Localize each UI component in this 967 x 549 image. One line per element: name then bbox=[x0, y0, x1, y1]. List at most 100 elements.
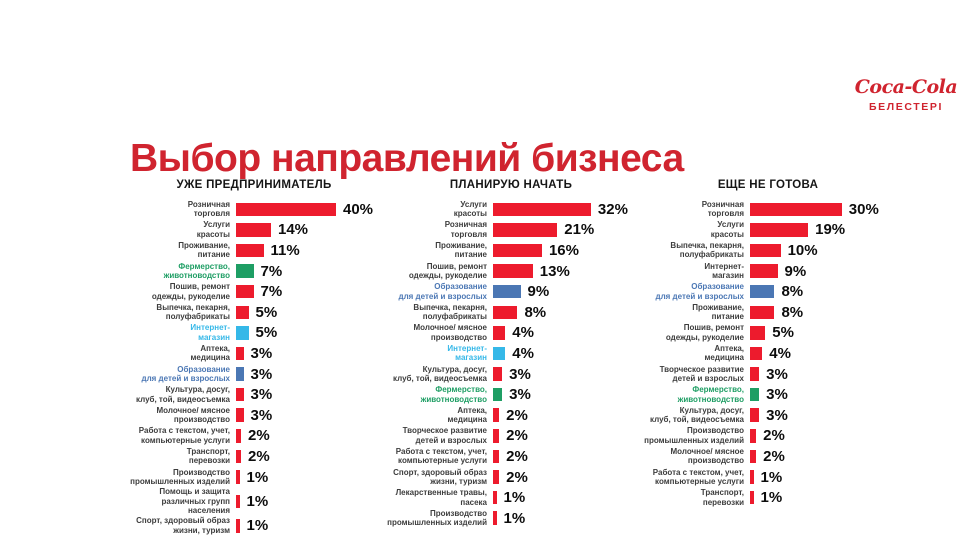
category-label: Лекарственные травы, пасека bbox=[395, 488, 487, 507]
category-label: Культура, досуг, клуб, той, видеосъемка bbox=[135, 385, 230, 404]
chart-row: Аптека, медицина 3% bbox=[124, 343, 392, 364]
value-label: 3% bbox=[250, 344, 273, 362]
category-label: Молочное/ мясное производство bbox=[670, 446, 744, 466]
value-label: 3% bbox=[509, 365, 531, 383]
chart-row: Пошив, ремонт одежды, рукоделие 7% bbox=[124, 281, 392, 302]
value-label: 10% bbox=[787, 241, 818, 259]
value-label: 30% bbox=[848, 200, 879, 218]
value-label: 3% bbox=[766, 365, 788, 383]
chart-row: Интернет- магазин 5% bbox=[124, 323, 392, 344]
chart-row: Интернет- магазин 4% bbox=[381, 343, 649, 364]
panel-title: УЖЕ ПРЕДПРИНИМАТЕЛЬ bbox=[176, 179, 332, 191]
bar bbox=[236, 243, 264, 258]
bar bbox=[236, 519, 240, 533]
bar bbox=[493, 202, 591, 217]
category-label: Проживание, питание bbox=[435, 241, 487, 260]
chart-row: Проживание, питание 11% bbox=[124, 240, 392, 261]
chart-row: Розничная торговля 21% bbox=[381, 220, 649, 241]
category-label: Аптека, медицина bbox=[447, 405, 487, 425]
bar bbox=[750, 470, 754, 484]
bar bbox=[493, 449, 500, 464]
chart-row: Работа с текстом, учет, компьютерные усл… bbox=[124, 426, 392, 447]
bar bbox=[750, 223, 809, 237]
value-label: 3% bbox=[766, 386, 788, 404]
category-label: Молочное/ мясное производство bbox=[413, 323, 487, 342]
value-label: 2% bbox=[506, 468, 528, 486]
value-label: 3% bbox=[766, 406, 788, 424]
panel-title: ЕЩЕ НЕ ГОТОВА bbox=[717, 179, 819, 191]
bar bbox=[750, 346, 763, 361]
category-label: Спорт, здоровый образ жизни, туризм bbox=[136, 516, 230, 535]
chart-row: Фермерство, животноводство 3% bbox=[638, 384, 906, 405]
value-label: 32% bbox=[597, 200, 628, 218]
bar bbox=[493, 284, 521, 299]
bar bbox=[750, 326, 766, 340]
category-label: Аптека, медицина bbox=[704, 344, 744, 363]
chart-row: Пошив, ремонт одежды, рукоделие 13% bbox=[381, 261, 649, 282]
value-label: 2% bbox=[248, 427, 270, 445]
bar bbox=[236, 494, 240, 509]
chart-row: Аптека, медицина 2% bbox=[381, 405, 649, 426]
category-label: Культура, досуг, клуб, той, видеосъемка bbox=[392, 364, 487, 384]
chart-panel-already-entrepreneur: УЖЕ ПРЕДПРИНИМАТЕЛЬ Розничная торговля 40… bbox=[124, 179, 392, 536]
value-label: 3% bbox=[250, 386, 273, 404]
chart-row: Работа с текстом, учет, компьютерные усл… bbox=[638, 467, 906, 488]
chart-row: Производство промышленных изделий 1% bbox=[124, 467, 392, 488]
bar bbox=[236, 408, 244, 422]
value-label: 1% bbox=[760, 489, 783, 507]
category-label: Культура, досуг, клуб, той, видеосъемка bbox=[649, 405, 744, 425]
chart-row: Молочное/ мясное производство 4% bbox=[381, 323, 649, 344]
category-label: Работа с текстом, учет, компьютерные усл… bbox=[395, 446, 487, 466]
value-label: 5% bbox=[255, 324, 278, 342]
category-label: Проживание, питание bbox=[178, 241, 230, 260]
bar bbox=[493, 367, 503, 381]
category-label: Производство промышленных изделий bbox=[644, 426, 744, 445]
bar bbox=[493, 264, 533, 278]
chart-row: Образование для детей и взрослых 3% bbox=[124, 364, 392, 385]
chart-row: Услуги красоты 14% bbox=[124, 220, 392, 241]
value-label: 1% bbox=[246, 492, 269, 510]
chart-row: Фермерство, животноводство 7% bbox=[124, 261, 392, 282]
category-label: Транспорт, перевозки bbox=[186, 446, 230, 466]
value-label: 4% bbox=[512, 344, 534, 362]
chart-row: Молочное/ мясное производство 3% bbox=[124, 405, 392, 426]
category-label: Аптека, медицина bbox=[190, 344, 230, 363]
value-label: 7% bbox=[260, 262, 283, 280]
bar bbox=[750, 202, 842, 217]
chart-panel-planning-to-start: ПЛАНИРУЮ НАЧАТЬ Услуги красоты 32% Розничн… bbox=[381, 179, 649, 529]
value-label: 16% bbox=[548, 241, 579, 259]
bar bbox=[236, 429, 241, 443]
bar bbox=[750, 387, 760, 402]
bar-rows: Розничная торговля 30% Услуги красоты 19% Вы… bbox=[638, 199, 906, 508]
category-label: Фермерство, животноводство bbox=[677, 385, 744, 404]
bar bbox=[493, 243, 542, 258]
bar bbox=[493, 429, 500, 443]
category-label: Розничная торговля bbox=[444, 220, 487, 239]
value-label: 7% bbox=[260, 283, 283, 301]
category-label: Фермерство, животноводство bbox=[163, 261, 230, 281]
category-label: Помощь и защита различных групп населени… bbox=[159, 487, 230, 516]
category-label: Услуги красоты bbox=[453, 199, 487, 219]
bar bbox=[750, 264, 778, 278]
category-label: Образование для детей и взрослых bbox=[141, 364, 231, 384]
value-label: 3% bbox=[250, 365, 273, 383]
value-label: 8% bbox=[781, 283, 804, 301]
category-label: Выпечка, пекарня, полуфабрикаты bbox=[413, 302, 487, 322]
category-label: Творческое развитие детей и взрослых bbox=[659, 364, 744, 384]
bar-rows: Розничная торговля 40% Услуги красоты 14% Пр… bbox=[124, 199, 392, 536]
coca-cola-wordmark: Coca-Cola bbox=[854, 76, 958, 98]
bar bbox=[493, 408, 500, 422]
chart-row: Творческое развитие детей и взрослых 2% bbox=[381, 426, 649, 447]
chart-row: Спорт, здоровый образ жизни, туризм 2% bbox=[381, 467, 649, 488]
value-label: 9% bbox=[784, 262, 807, 280]
chart-row: Образование для детей и взрослых 8% bbox=[638, 281, 906, 302]
value-label: 8% bbox=[524, 303, 547, 321]
bar bbox=[750, 449, 757, 464]
chart-row: Пошив, ремонт одежды, рукоделие 5% bbox=[638, 323, 906, 344]
category-label: Спорт, здоровый образ жизни, туризм bbox=[393, 467, 487, 487]
bar bbox=[750, 490, 754, 505]
chart-row: Услуги красоты 19% bbox=[638, 220, 906, 241]
chart-row: Помощь и защита различных групп населени… bbox=[124, 487, 392, 515]
bar bbox=[236, 367, 244, 381]
chart-row: Лекарственные травы, пасека 1% bbox=[381, 487, 649, 508]
